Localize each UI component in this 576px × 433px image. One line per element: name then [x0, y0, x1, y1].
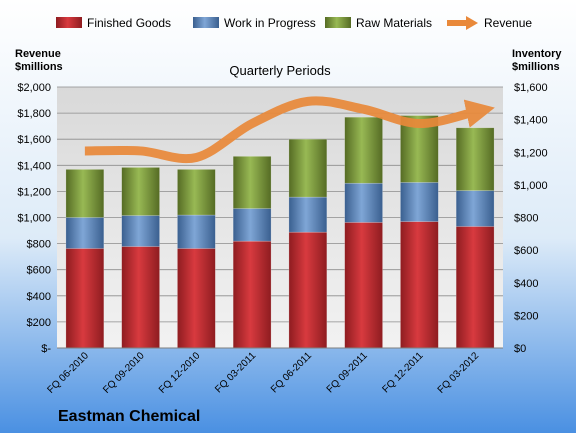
bar-segment	[400, 221, 439, 349]
left-tick-label: $1,200	[17, 186, 51, 198]
revenue-line	[84, 96, 495, 164]
bar-segment	[177, 169, 216, 216]
right-tick-label: $1,600	[514, 82, 548, 94]
right-tick-label: $1,200	[514, 147, 548, 159]
bars-group	[57, 115, 503, 349]
bar-segment	[455, 226, 495, 349]
bar-segment	[455, 190, 495, 227]
legend-swatch	[193, 17, 219, 28]
left-axis-ticks: $- $200 $400 $600 $800 $1,000 $1,200 $1,400 $1,6…	[17, 82, 51, 355]
bar-segment	[288, 138, 328, 198]
bar-segment	[344, 222, 383, 349]
legend: Finished Goods Work in Progress Raw Materi…	[56, 16, 532, 30]
bar-segment	[232, 156, 272, 209]
bar-segment	[65, 248, 105, 349]
right-axis-label-line2: $millions	[512, 61, 560, 73]
left-tick-label: $1,000	[17, 213, 51, 225]
bar-segment	[177, 214, 216, 249]
bar-segment	[177, 248, 216, 349]
bar-segment	[232, 240, 272, 349]
legend-label: Raw Materials	[356, 16, 432, 30]
left-tick-label: $1,400	[17, 160, 51, 172]
legend-swatch	[56, 17, 82, 28]
right-axis-ticks: $0 $200 $400 $600 $800 $1,000 $1,200 $1,400 $1,6…	[514, 82, 548, 355]
company-name: Eastman Chemical	[58, 408, 200, 425]
left-tick-label: $400	[27, 291, 51, 303]
legend-label: Revenue	[484, 16, 532, 30]
legend-swatch	[325, 17, 351, 28]
right-tick-label: $800	[514, 213, 538, 225]
legend-label: Work in Progress	[224, 16, 316, 30]
bar-segment	[400, 182, 439, 222]
right-tick-label: $400	[514, 278, 538, 290]
left-tick-label: $600	[27, 265, 51, 277]
bar-segment	[344, 182, 383, 223]
legend-arrow-icon	[466, 16, 478, 30]
left-tick-label: $1,800	[17, 108, 51, 120]
left-tick-label: $-	[41, 343, 51, 355]
right-axis-label-line1: Inventory	[512, 48, 562, 60]
left-tick-label: $200	[27, 317, 51, 329]
legend-label: Finished Goods	[87, 16, 171, 30]
left-tick-label: $2,000	[17, 82, 51, 94]
bar-segment	[121, 167, 160, 216]
bar-segment	[65, 169, 105, 218]
bar-segment	[65, 217, 105, 249]
right-tick-label: $200	[514, 310, 538, 322]
right-tick-label: $1,000	[514, 180, 548, 192]
bar-segment	[455, 127, 495, 191]
bar-segment	[121, 246, 160, 349]
left-axis-label-line2: $millions	[15, 61, 63, 73]
bar-segment	[344, 116, 383, 184]
right-tick-label: $600	[514, 245, 538, 257]
right-tick-label: $1,400	[514, 115, 548, 127]
bar-segment	[288, 231, 328, 349]
bar-segment	[121, 215, 160, 247]
chart-title: Quarterly Periods	[229, 63, 331, 78]
bar-segment	[288, 196, 328, 233]
right-tick-label: $0	[514, 343, 526, 355]
left-axis-label-line1: Revenue	[15, 48, 61, 60]
revenue-line-group	[84, 96, 495, 164]
left-tick-label: $800	[27, 239, 51, 251]
left-tick-label: $1,600	[17, 134, 51, 146]
bar-segment	[232, 208, 272, 242]
